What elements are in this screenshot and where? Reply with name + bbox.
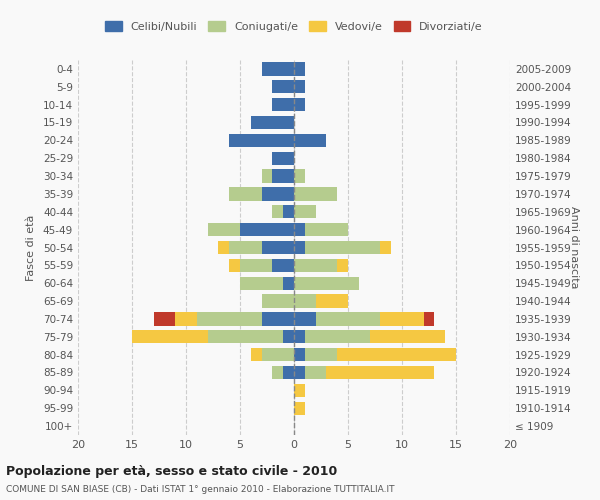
- Bar: [294, 187, 337, 200]
- Bar: [294, 62, 305, 76]
- Bar: [175, 312, 197, 326]
- Bar: [272, 80, 294, 94]
- Bar: [337, 348, 456, 362]
- Bar: [294, 134, 326, 147]
- Bar: [229, 258, 240, 272]
- Bar: [294, 330, 305, 344]
- Bar: [294, 241, 305, 254]
- Bar: [294, 276, 359, 290]
- Bar: [240, 276, 283, 290]
- Bar: [197, 312, 262, 326]
- Text: COMUNE DI SAN BIASE (CB) - Dati ISTAT 1° gennaio 2010 - Elaborazione TUTTITALIA.: COMUNE DI SAN BIASE (CB) - Dati ISTAT 1°…: [6, 485, 395, 494]
- Bar: [294, 294, 316, 308]
- Bar: [294, 98, 305, 112]
- Bar: [262, 312, 294, 326]
- Bar: [218, 241, 229, 254]
- Bar: [272, 98, 294, 112]
- Bar: [294, 366, 305, 379]
- Bar: [229, 187, 262, 200]
- Bar: [305, 330, 370, 344]
- Bar: [229, 134, 294, 147]
- Bar: [208, 330, 283, 344]
- Bar: [240, 223, 294, 236]
- Bar: [305, 241, 380, 254]
- Bar: [294, 348, 305, 362]
- Bar: [305, 366, 326, 379]
- Bar: [294, 312, 316, 326]
- Bar: [272, 258, 294, 272]
- Bar: [294, 258, 337, 272]
- Bar: [272, 152, 294, 165]
- Bar: [272, 170, 294, 183]
- Bar: [262, 62, 294, 76]
- Bar: [370, 330, 445, 344]
- Text: Popolazione per età, sesso e stato civile - 2010: Popolazione per età, sesso e stato civil…: [6, 465, 337, 478]
- Bar: [272, 205, 283, 218]
- Bar: [272, 366, 283, 379]
- Bar: [294, 223, 305, 236]
- Bar: [283, 330, 294, 344]
- Bar: [154, 312, 175, 326]
- Y-axis label: Fasce di età: Fasce di età: [26, 214, 36, 280]
- Bar: [262, 187, 294, 200]
- Bar: [262, 170, 272, 183]
- Bar: [262, 348, 294, 362]
- Bar: [229, 241, 262, 254]
- Bar: [240, 258, 272, 272]
- Bar: [326, 366, 434, 379]
- Bar: [380, 241, 391, 254]
- Y-axis label: Anni di nascita: Anni di nascita: [569, 206, 578, 289]
- Bar: [294, 80, 305, 94]
- Bar: [208, 223, 240, 236]
- Bar: [294, 384, 305, 397]
- Legend: Celibi/Nubili, Coniugati/e, Vedovi/e, Divorziati/e: Celibi/Nubili, Coniugati/e, Vedovi/e, Di…: [101, 17, 487, 36]
- Bar: [251, 116, 294, 129]
- Bar: [305, 348, 337, 362]
- Bar: [380, 312, 424, 326]
- Bar: [262, 241, 294, 254]
- Bar: [262, 294, 294, 308]
- Bar: [316, 312, 380, 326]
- Bar: [316, 294, 348, 308]
- Bar: [283, 366, 294, 379]
- Bar: [283, 205, 294, 218]
- Bar: [294, 402, 305, 415]
- Bar: [424, 312, 434, 326]
- Bar: [251, 348, 262, 362]
- Bar: [283, 276, 294, 290]
- Bar: [294, 205, 316, 218]
- Bar: [305, 223, 348, 236]
- Bar: [132, 330, 208, 344]
- Bar: [294, 170, 305, 183]
- Bar: [337, 258, 348, 272]
